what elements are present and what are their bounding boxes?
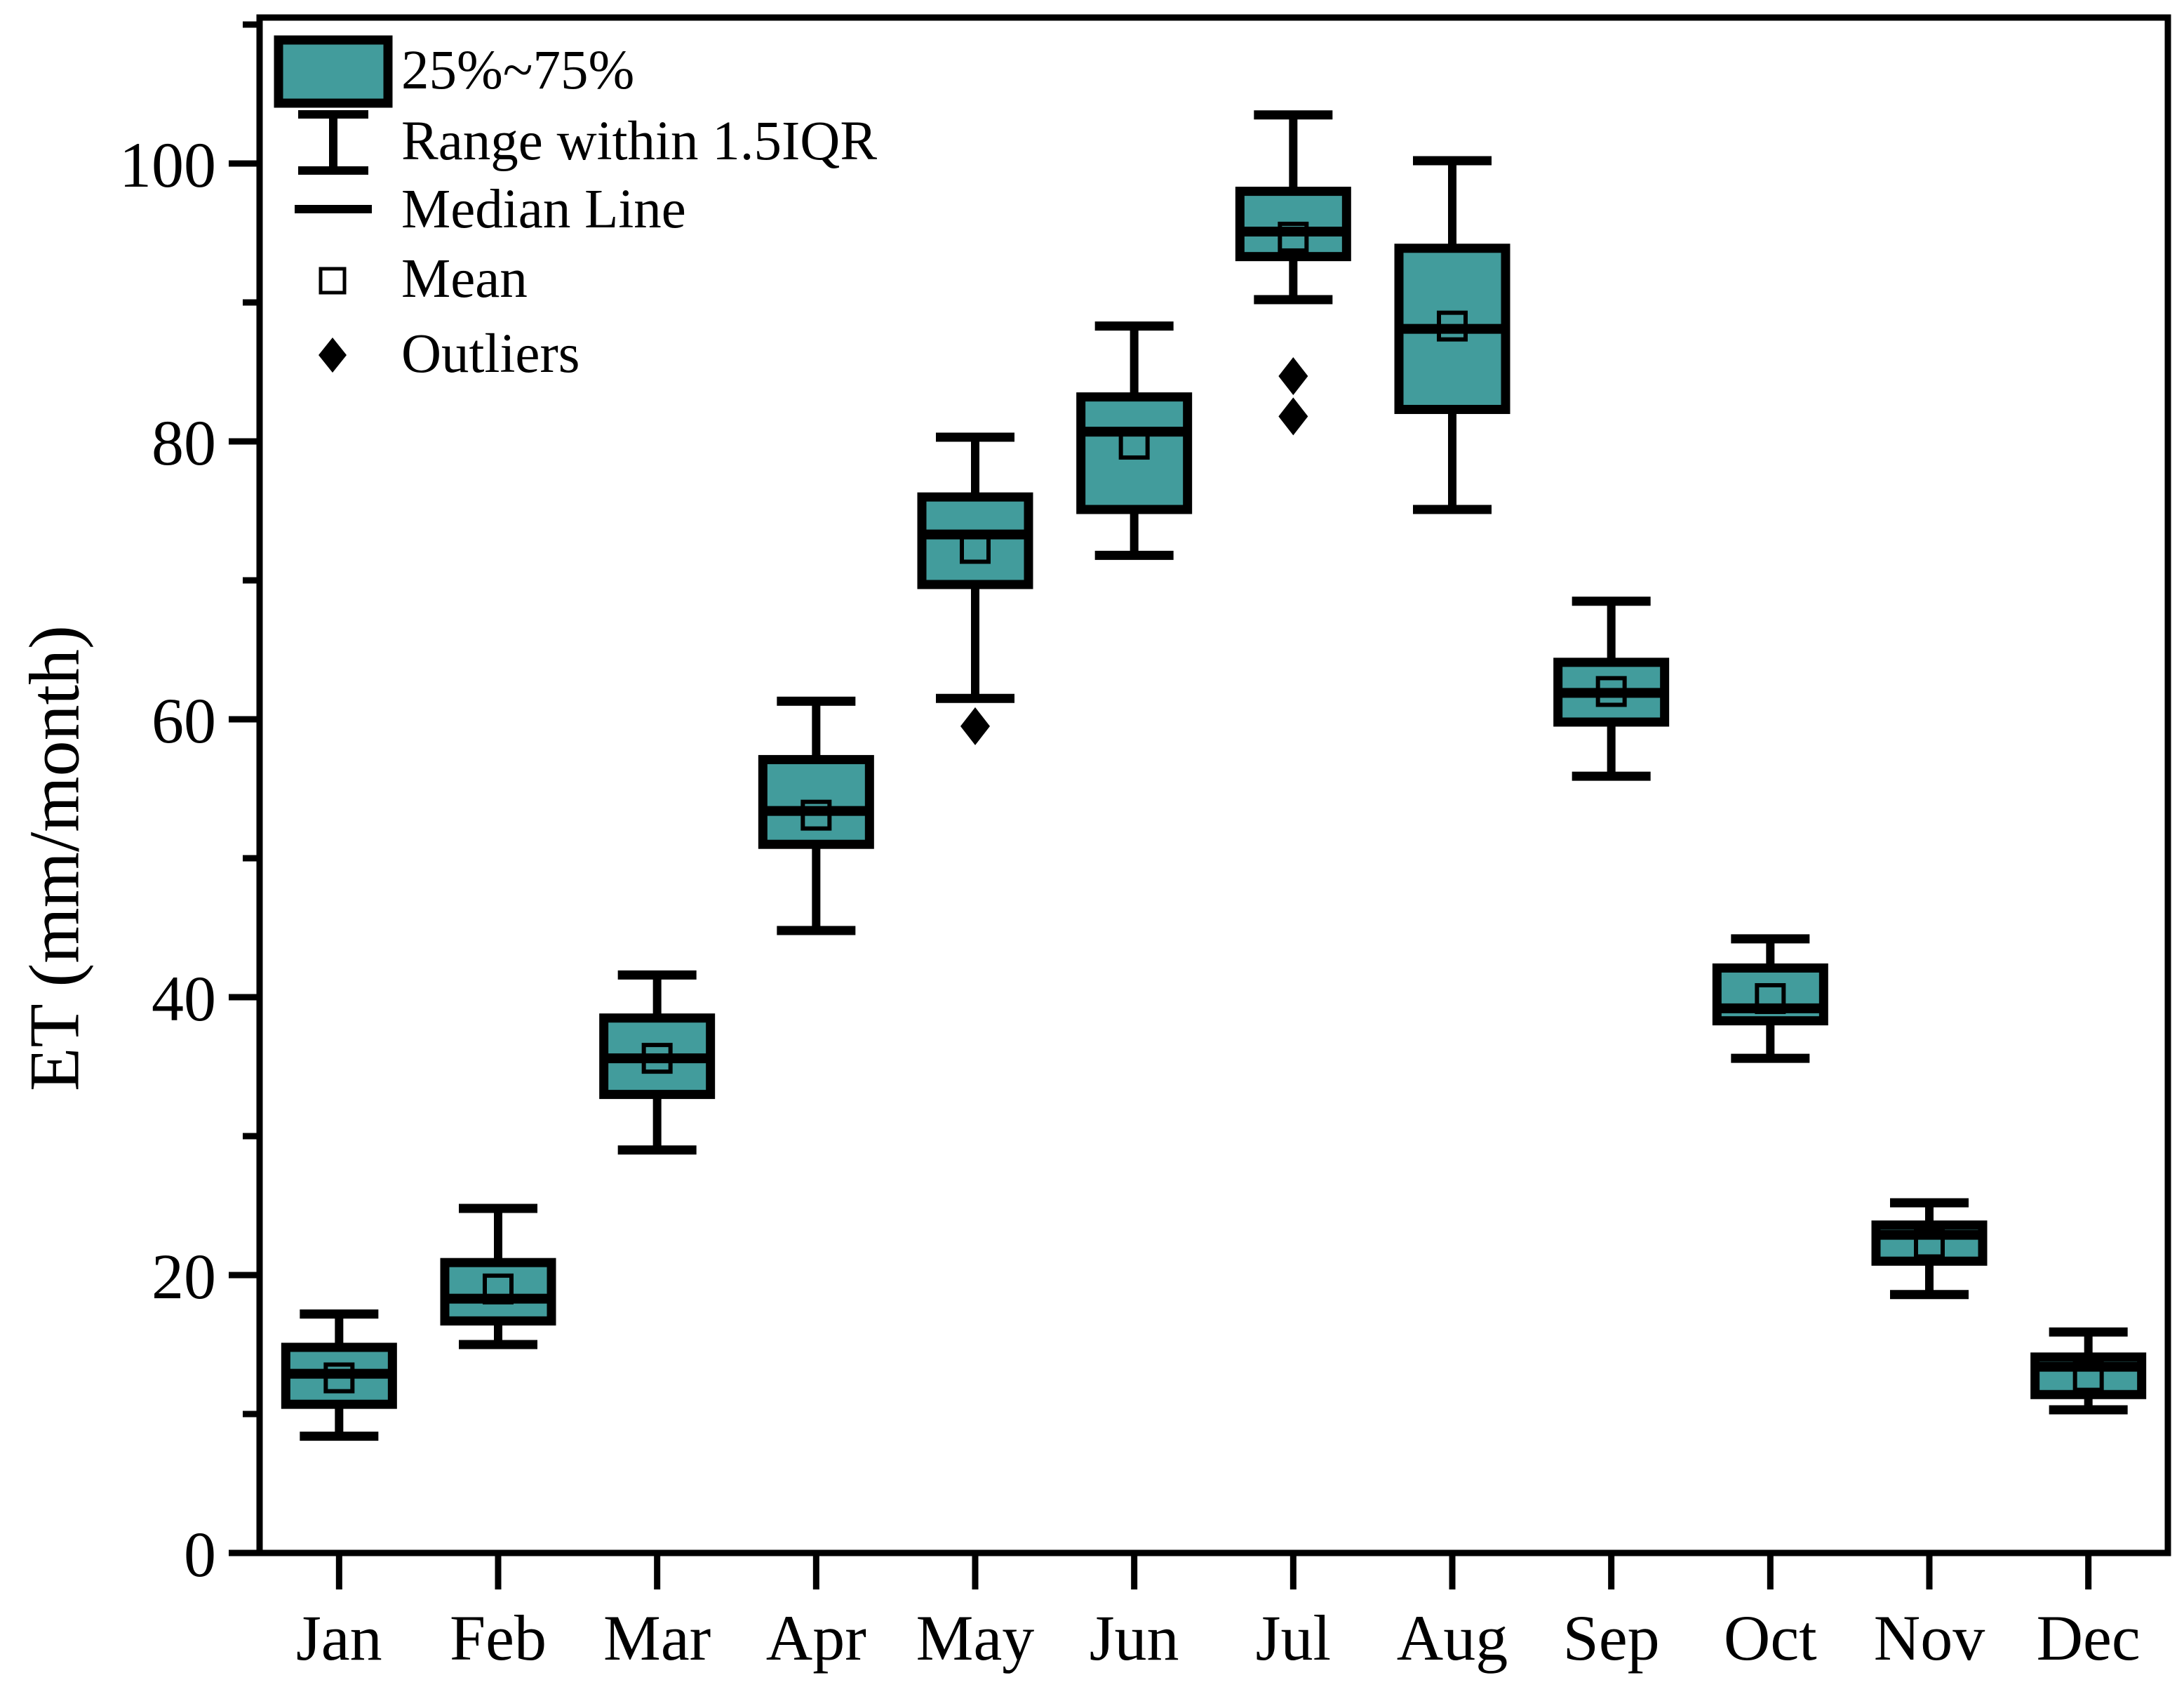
mean-marker xyxy=(2072,1361,2104,1392)
mean-marker xyxy=(483,1273,514,1305)
y-axis-tick-label: 60 xyxy=(152,685,216,756)
y-axis-tick-label: 100 xyxy=(119,129,216,201)
legend-label-range: Range within 1.5IQR xyxy=(401,111,878,173)
x-axis-month-label: Apr xyxy=(766,1602,866,1674)
legend-label-outliers: Outliers xyxy=(401,324,580,385)
y-axis-tick-label: 20 xyxy=(152,1241,216,1312)
x-axis-month-label: Oct xyxy=(1724,1602,1817,1674)
mean-marker xyxy=(1278,221,1309,253)
iqr-box xyxy=(758,754,874,849)
x-axis-month-label: Feb xyxy=(450,1602,547,1674)
legend-outlier-glyph xyxy=(319,338,347,373)
legend-mean-glyph xyxy=(319,267,347,295)
x-axis-month-label: Nov xyxy=(1874,1602,1985,1674)
mean-marker xyxy=(323,1362,355,1394)
x-axis-month-label: May xyxy=(916,1602,1035,1674)
mean-marker xyxy=(1755,982,1786,1014)
y-axis-title: ET (mm/month) xyxy=(15,625,95,1091)
x-axis-month-label: Jun xyxy=(1090,1602,1179,1674)
mean-marker xyxy=(1118,428,1150,460)
mean-marker xyxy=(1595,676,1627,707)
mean-marker xyxy=(1437,310,1468,342)
plot-frame xyxy=(256,14,2171,1556)
mean-marker xyxy=(800,799,832,831)
legend-label-iqr-box: 25%~75% xyxy=(401,40,635,102)
mean-marker xyxy=(641,1043,673,1074)
x-axis-month-label: Jan xyxy=(296,1602,382,1674)
mean-marker xyxy=(1914,1227,1945,1259)
x-axis-month-label: Aug xyxy=(1397,1602,1508,1674)
mean-marker xyxy=(960,533,991,564)
legend-label-median: Median Line xyxy=(401,179,686,241)
x-axis-month-label: Mar xyxy=(603,1602,711,1674)
x-axis-month-label: Sep xyxy=(1563,1602,1660,1674)
y-axis-tick-label: 0 xyxy=(184,1519,216,1590)
y-axis-tick-label: 80 xyxy=(152,407,216,479)
outlier-marker xyxy=(1278,397,1308,436)
iqr-box xyxy=(917,492,1033,589)
x-axis-month-label: Jul xyxy=(1256,1602,1331,1674)
iqr-box xyxy=(440,1258,556,1326)
y-axis-tick-label: 40 xyxy=(152,963,216,1034)
iqr-box xyxy=(1076,392,1193,514)
legend-label-mean: Mean xyxy=(401,248,528,310)
outlier-marker xyxy=(1278,356,1308,395)
legend-iqr-swatch xyxy=(274,35,393,108)
outlier-marker xyxy=(960,707,990,745)
x-axis-month-label: Dec xyxy=(2037,1602,2141,1674)
